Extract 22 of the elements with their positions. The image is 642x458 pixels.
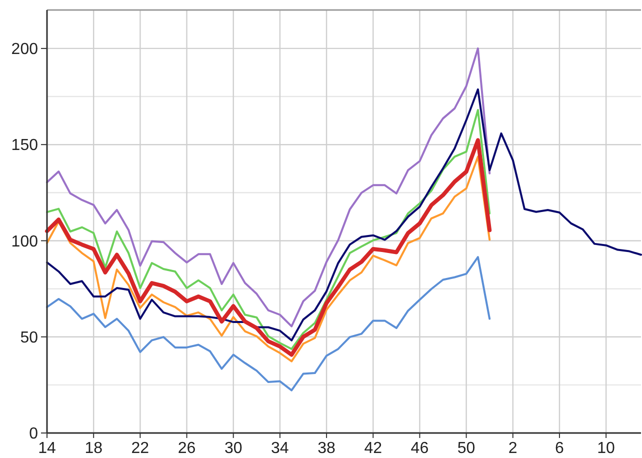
x-tick-label: 26 [178, 440, 196, 457]
y-tick-label: 100 [11, 233, 38, 250]
y-tick-label: 0 [29, 426, 38, 443]
line-series [46, 88, 642, 342]
x-tick-label: 22 [131, 440, 150, 457]
x-tick-label: 2 [508, 440, 518, 457]
x-tick-label: 30 [224, 440, 242, 457]
x-tick-label: 38 [318, 440, 336, 457]
x-tick-label: 50 [457, 440, 476, 457]
line-series [46, 47, 491, 328]
y-tick-label: 50 [20, 329, 38, 346]
y-tick-label: 150 [11, 137, 38, 154]
x-tick-label: 18 [84, 440, 103, 457]
x-tick-label: 42 [364, 440, 382, 457]
x-tick-label: 14 [38, 440, 56, 457]
line-series [46, 256, 491, 392]
x-tick-label: 10 [597, 440, 616, 457]
x-tick-label: 34 [271, 440, 289, 457]
y-tick-label: 200 [11, 41, 38, 58]
line-series [46, 108, 491, 350]
x-tick-label: 46 [410, 440, 429, 457]
x-tick-label: 6 [555, 440, 564, 457]
